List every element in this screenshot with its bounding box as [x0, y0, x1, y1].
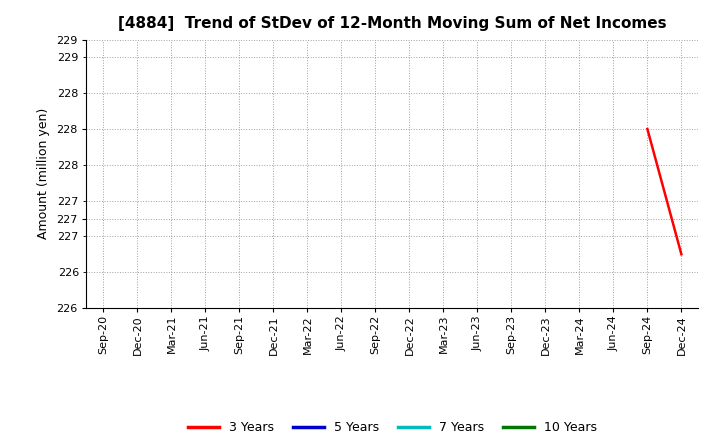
Title: [4884]  Trend of StDev of 12-Month Moving Sum of Net Incomes: [4884] Trend of StDev of 12-Month Moving…: [118, 16, 667, 32]
Y-axis label: Amount (million yen): Amount (million yen): [37, 108, 50, 239]
Legend: 3 Years, 5 Years, 7 Years, 10 Years: 3 Years, 5 Years, 7 Years, 10 Years: [183, 416, 602, 439]
